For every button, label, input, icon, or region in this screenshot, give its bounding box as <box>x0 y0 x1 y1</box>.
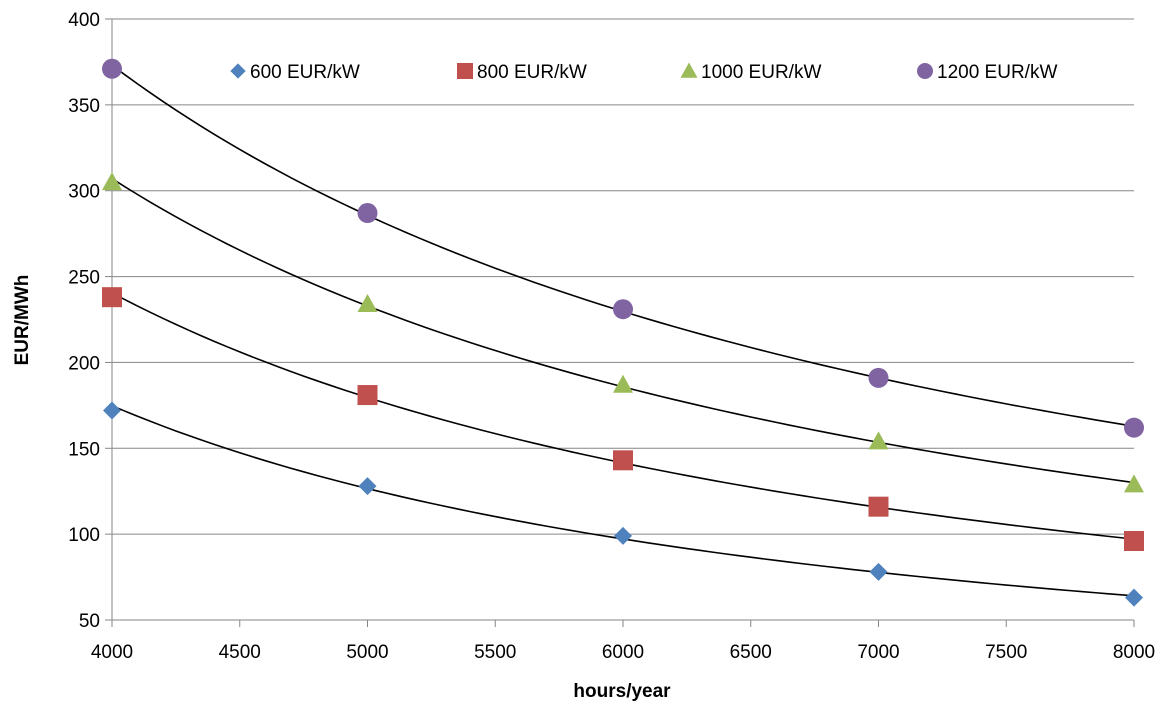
data-point-series-3 <box>868 431 889 450</box>
data-point-series-1 <box>103 401 121 420</box>
y-tick-label: 100 <box>68 525 100 546</box>
trendline-series-3 <box>111 177 1135 484</box>
legend-item: 800 EUR/kW <box>457 62 587 83</box>
y-tick-label: 200 <box>68 353 100 374</box>
data-point-series-2 <box>613 450 633 471</box>
x-tick-label: 5000 <box>346 642 388 663</box>
data-point-series-1 <box>869 562 888 581</box>
data-point-series-1 <box>614 526 632 545</box>
data-point-series-3 <box>613 374 633 393</box>
data-point-series-2 <box>357 385 378 406</box>
x-tick-label: 7000 <box>857 642 899 663</box>
data-point-series-4 <box>868 367 889 388</box>
y-tick-label: 350 <box>68 96 100 117</box>
x-tick-label: 7500 <box>985 642 1027 663</box>
x-tick-label: 8000 <box>1113 642 1155 663</box>
trendline-series-1 <box>111 404 1135 597</box>
data-point-series-3 <box>357 294 378 313</box>
data-points <box>102 58 1144 607</box>
legend-item: 600 EUR/kW <box>230 62 360 83</box>
x-axis-title: hours/year <box>573 681 671 702</box>
x-tick-label: 5500 <box>474 642 516 663</box>
data-point-series-3 <box>1124 474 1144 493</box>
trendline-series-4 <box>111 64 1135 428</box>
legend-label: 1000 EUR/kW <box>701 62 821 83</box>
legend-marker <box>917 63 933 79</box>
data-point-series-3 <box>102 172 122 191</box>
gridlines <box>112 18 1134 621</box>
data-point-series-1 <box>1125 588 1143 607</box>
legend-marker <box>457 63 473 79</box>
data-point-series-1 <box>358 477 377 496</box>
y-tick-label: 150 <box>68 439 100 460</box>
x-tick-label: 4000 <box>91 642 133 663</box>
data-point-series-4 <box>357 203 378 224</box>
data-point-series-4 <box>613 299 633 320</box>
axes: 50 100 150 200 250 300 350 400 4000 4500 5000 5500 6… <box>68 10 1155 663</box>
legend-label: 600 EUR/kW <box>250 62 360 83</box>
x-tick-label: 6000 <box>602 642 644 663</box>
data-point-series-2 <box>868 496 889 517</box>
legend-item: 1000 EUR/kW <box>680 62 821 83</box>
y-tick-label: 250 <box>68 268 100 289</box>
legend-label: 800 EUR/kW <box>477 62 587 83</box>
y-tick-label: 300 <box>68 182 100 203</box>
legend: 600 EUR/kW 800 EUR/kW 1000 EUR/kW 1200 EUR/… <box>230 62 1057 83</box>
legend-marker <box>680 62 698 78</box>
legend-item: 1200 EUR/kW <box>917 62 1057 83</box>
y-axis-title: EUR/MWh <box>12 275 33 366</box>
trendlines <box>111 64 1135 597</box>
legend-marker <box>230 63 246 79</box>
data-point-series-2 <box>1124 531 1144 552</box>
data-point-series-4 <box>102 58 122 79</box>
legend-label: 1200 EUR/kW <box>937 62 1057 83</box>
trendline-series-2 <box>111 292 1135 540</box>
x-tick-label: 6500 <box>730 642 772 663</box>
x-tick-label: 4500 <box>219 642 261 663</box>
y-tick-label: 400 <box>68 10 100 31</box>
data-point-series-4 <box>1124 417 1144 438</box>
y-tick-label: 50 <box>79 611 100 632</box>
data-point-series-2 <box>102 287 122 308</box>
